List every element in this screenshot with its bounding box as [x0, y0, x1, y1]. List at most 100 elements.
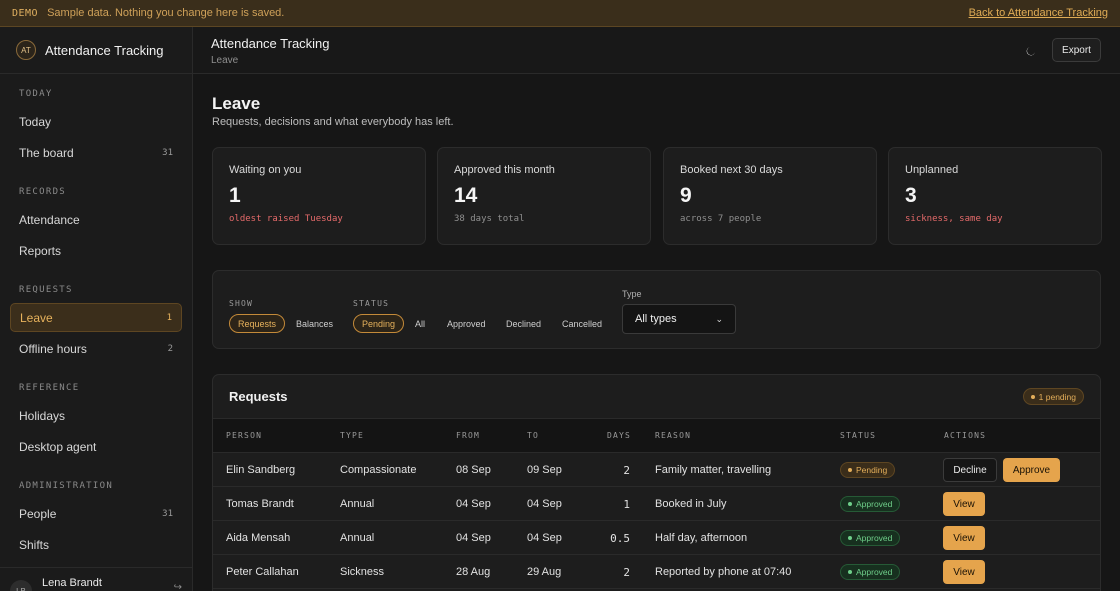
cell-person: Aida Mensah [226, 532, 291, 544]
sidebar-item-label: Attendance [19, 212, 80, 227]
status-dot-icon [848, 536, 852, 540]
cell-days: 2 [623, 464, 630, 477]
user-profile[interactable]: LB Lena Brandt ↪ [0, 567, 192, 591]
status-chip-declined[interactable]: Declined [506, 318, 542, 329]
section-label-records: RECORDS [19, 187, 67, 197]
pending-badge-label: 1 pending [1038, 391, 1076, 402]
type-select-value: All types [635, 313, 677, 325]
column-header[interactable]: DAYS [607, 431, 632, 440]
status-badge: Approved [840, 564, 901, 580]
section-label-today: TODAY [19, 89, 53, 99]
top-header: Attendance Tracking Leave Export [193, 27, 1120, 74]
table-row[interactable]: Peter Callahan Sickness 28 Aug 29 Aug 2 Repor… [213, 555, 1100, 589]
stat-note: sickness, same day [905, 214, 1003, 224]
status-chip-cancelled[interactable]: Cancelled [562, 318, 603, 329]
column-header[interactable]: REASON [655, 431, 692, 440]
approve-button[interactable]: Approve [1003, 458, 1060, 482]
status-chip-all[interactable]: All [415, 318, 426, 329]
cell-reason: Family matter, travelling [655, 464, 772, 476]
column-header[interactable]: FROM [456, 431, 481, 440]
show-chip-balances[interactable]: Balances [296, 318, 334, 329]
stat-value: 14 [454, 184, 478, 207]
sidebar-item-label: Reports [19, 243, 62, 258]
pending-dot-icon [1030, 394, 1035, 399]
stat-label: Approved this month [454, 164, 555, 176]
cell-person: Peter Callahan [226, 566, 299, 578]
show-chip-requests[interactable]: Requests [229, 314, 286, 333]
view-button[interactable]: View [943, 560, 985, 584]
type-label: Type [622, 289, 642, 299]
header-title: Attendance Tracking [211, 36, 330, 51]
status-label: Approved [856, 533, 893, 543]
cell-days: 0.5 [610, 532, 630, 545]
requests-title: Requests [229, 389, 288, 404]
cell-to: 09 Sep [527, 464, 562, 476]
brand[interactable]: AT Attendance Tracking [0, 27, 192, 74]
table-body: Elin Sandberg Compassionate 08 Sep 09 Sep 2 F… [213, 453, 1100, 589]
sidebar-item-label: Leave [20, 310, 53, 325]
column-header[interactable]: TO [527, 431, 540, 440]
status-chip-pending[interactable]: Pending [353, 314, 405, 333]
sidebar-item-count: 2 [167, 343, 173, 354]
pending-badge: 1 pending [1022, 388, 1084, 405]
cell-from: 04 Sep [456, 498, 491, 510]
type-select[interactable]: All types ⌄ [622, 304, 736, 334]
table-head: PERSON TYPE FROM TO DAYS REASON STATUS A… [213, 419, 1100, 453]
sidebar-item-offline-hours[interactable]: Offline hours 2 [10, 334, 182, 363]
status-label: STATUS [353, 299, 390, 308]
sidebar-item-leave[interactable]: Leave 1 [10, 303, 182, 332]
cell-to: 04 Sep [527, 498, 562, 510]
table-row[interactable]: Aida Mensah Annual 04 Sep 04 Sep 0.5 Half day… [213, 521, 1100, 555]
cell-type: Annual [340, 498, 375, 510]
page-title: Leave [212, 94, 261, 113]
main-content: Leave Requests, decisions and what every… [193, 74, 1120, 591]
status-dot-icon [848, 468, 852, 472]
status-label: Approved [856, 499, 893, 509]
column-header: ACTIONS [944, 431, 987, 440]
view-button[interactable]: View [943, 526, 985, 550]
table-row[interactable]: Elin Sandberg Compassionate 08 Sep 09 Sep 2 F… [213, 453, 1100, 487]
cell-type: Compassionate [340, 464, 417, 476]
moon-icon[interactable] [1020, 41, 1040, 61]
sidebar-item-label: Offline hours [19, 341, 87, 356]
cell-reason: Half day, afternoon [655, 532, 748, 544]
avatar: LB [10, 580, 32, 591]
requests-header: Requests 1 pending [213, 375, 1100, 419]
sidebar-item-attendance[interactable]: Attendance [10, 205, 182, 234]
requests-table: Requests 1 pending PERSON TYPE FROM TO D… [212, 374, 1101, 591]
sidebar-item-today[interactable]: Today [10, 107, 182, 136]
cell-to: 29 Aug [527, 566, 562, 578]
column-header[interactable]: TYPE [340, 431, 365, 440]
status-dot-icon [848, 570, 852, 574]
demo-tag: DEMO [12, 7, 39, 19]
stat-value: 9 [680, 184, 692, 207]
sidebar-item-the-board[interactable]: The board 31 [10, 138, 182, 167]
sidebar-item-reports[interactable]: Reports [10, 236, 182, 265]
sidebar-item-shifts[interactable]: Shifts [10, 530, 182, 559]
decline-button[interactable]: Decline [943, 458, 997, 482]
export-button[interactable]: Export [1052, 38, 1101, 62]
stat-label: Waiting on you [229, 164, 302, 176]
sidebar-item-label: Desktop agent [19, 439, 97, 454]
page-subtitle: Requests, decisions and what everybody h… [212, 116, 454, 128]
section-label-administration: ADMINISTRATION [19, 481, 114, 491]
show-label: SHOW [229, 299, 254, 308]
cell-to: 04 Sep [527, 532, 562, 544]
view-button[interactable]: View [943, 492, 985, 516]
sidebar-item-label: Holidays [19, 408, 66, 423]
sidebar-item-people[interactable]: People 31 [10, 499, 182, 528]
cell-person: Elin Sandberg [226, 464, 296, 476]
column-header[interactable]: STATUS [840, 431, 877, 440]
sidebar-item-holidays[interactable]: Holidays [10, 401, 182, 430]
user-name: Lena Brandt [42, 577, 102, 589]
table-row[interactable]: Tomas Brandt Annual 04 Sep 04 Sep 1 Booked in… [213, 487, 1100, 521]
chevron-down-icon: ⌄ [715, 313, 723, 324]
back-link[interactable]: Back to Attendance Tracking [968, 7, 1108, 19]
sidebar: AT Attendance Tracking TODAY Today The boa… [0, 27, 193, 591]
stat-card-unplanned: Unplanned 3 sickness, same day [888, 147, 1102, 245]
column-header[interactable]: PERSON [226, 431, 263, 440]
sidebar-item-desktop-agent[interactable]: Desktop agent [10, 432, 182, 461]
sidebar-item-label: Shifts [19, 537, 50, 552]
sign-out-icon[interactable]: ↪ [173, 582, 182, 591]
status-chip-approved[interactable]: Approved [447, 318, 486, 329]
